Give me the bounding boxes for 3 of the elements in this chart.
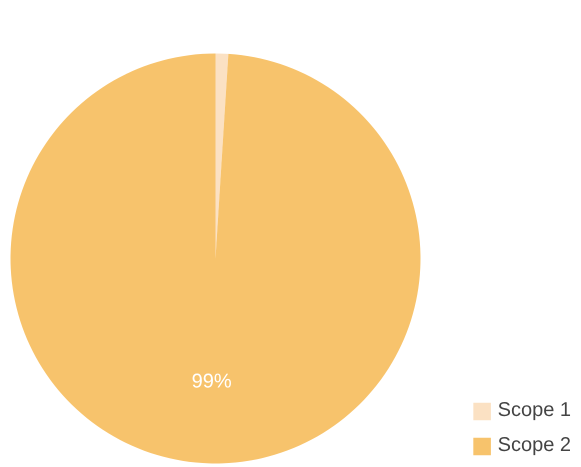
- legend-label: Scope 2: [498, 434, 571, 457]
- legend-label: Scope 1: [498, 399, 571, 422]
- data-label: 99%: [192, 370, 232, 392]
